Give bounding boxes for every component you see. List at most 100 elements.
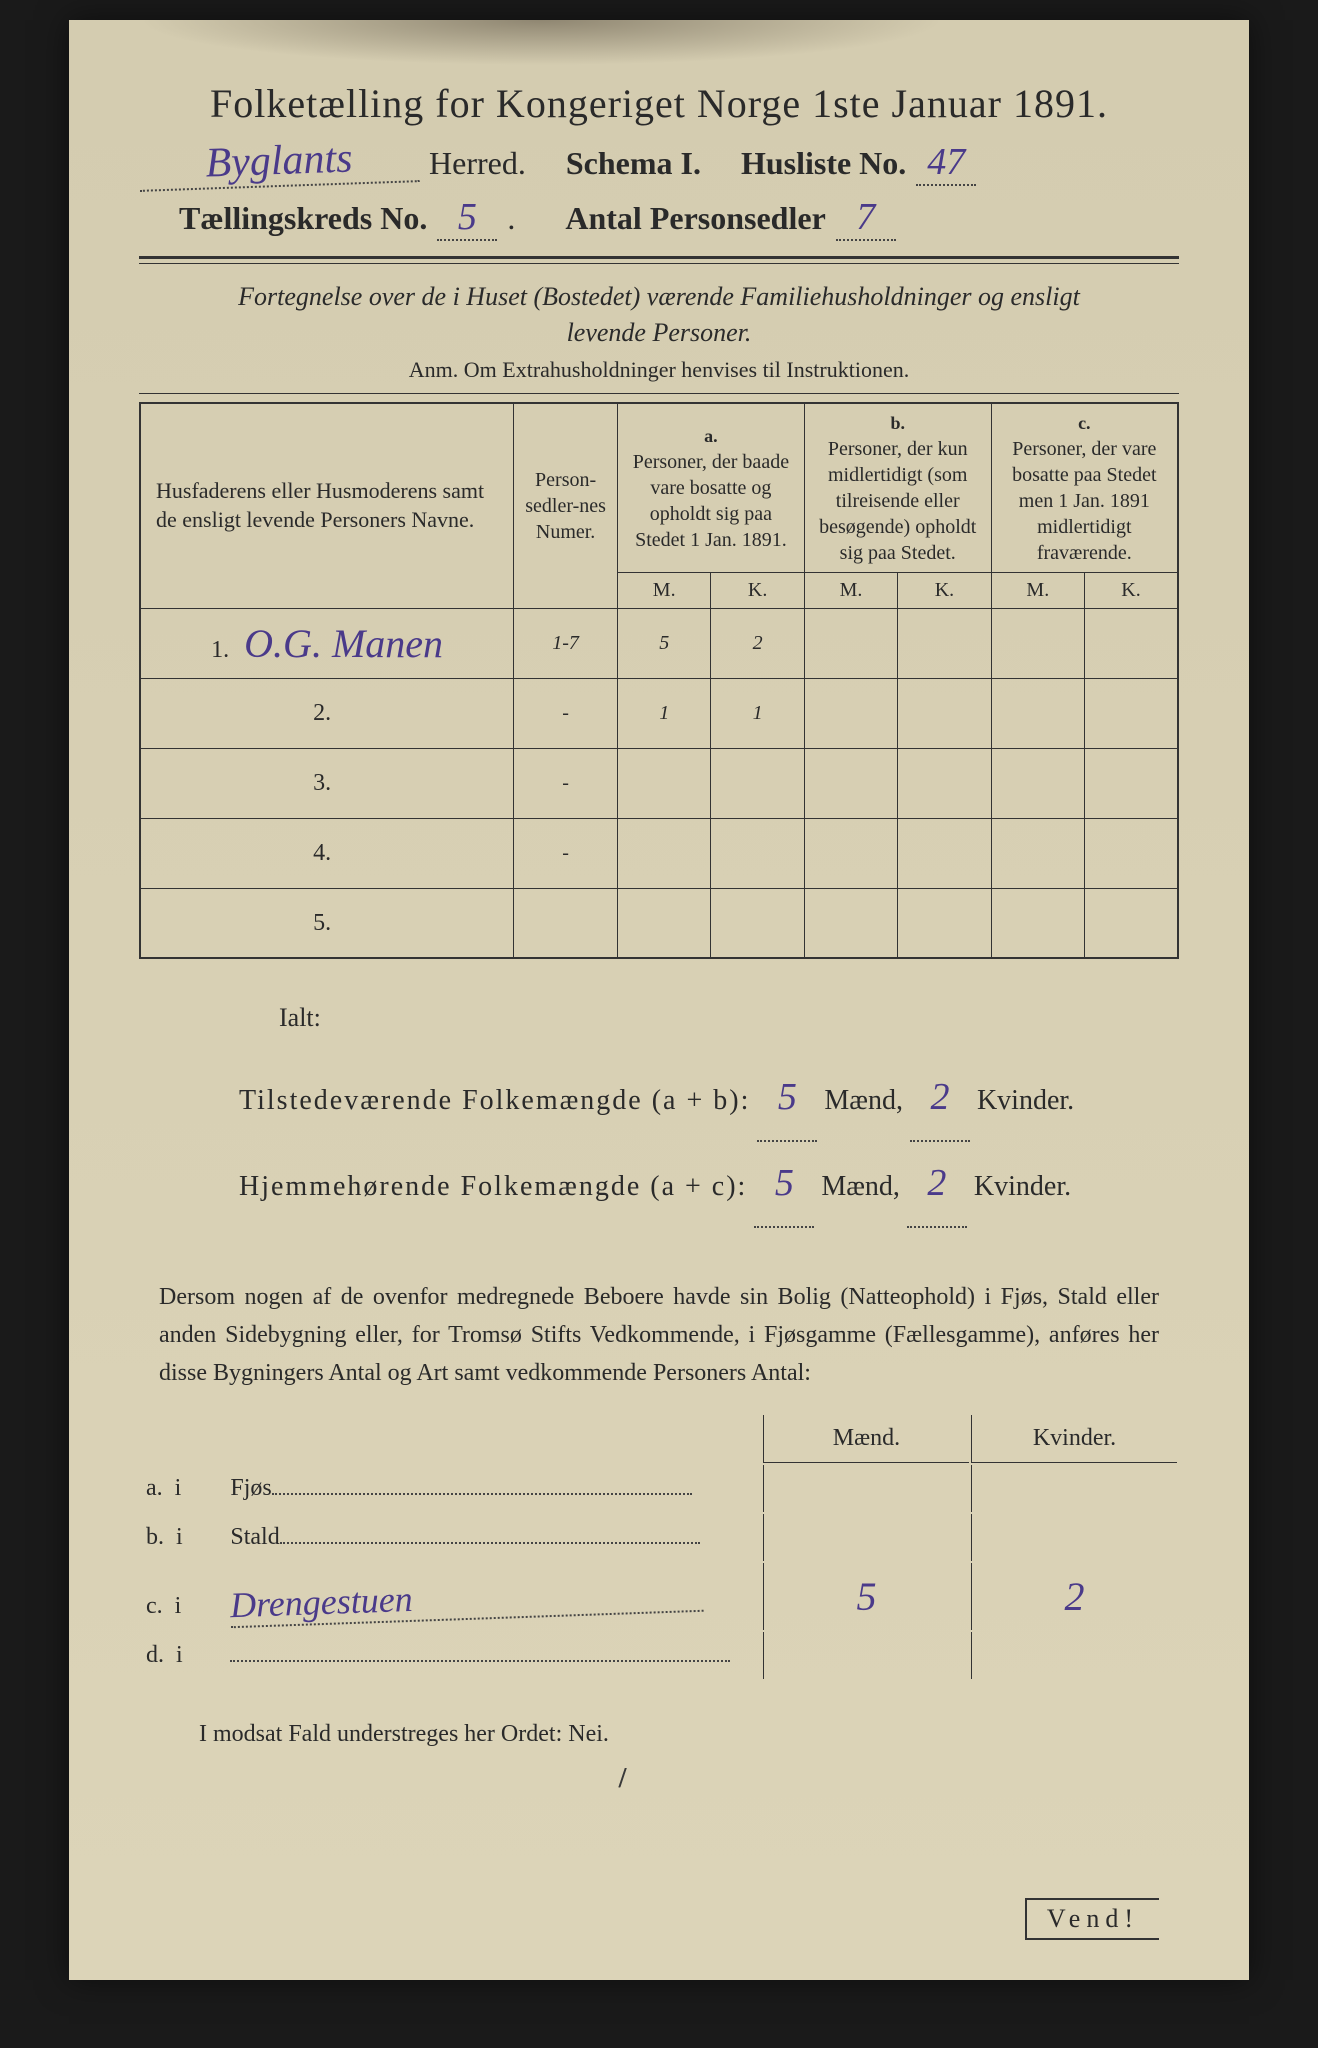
m-val bbox=[763, 1514, 969, 1561]
cell-name: 2. bbox=[140, 678, 514, 748]
divider bbox=[139, 256, 1179, 264]
cell-cm bbox=[991, 748, 1084, 818]
bottom-row: b. i Stald bbox=[141, 1514, 1177, 1561]
schema-label: Schema I. bbox=[566, 145, 701, 182]
label-a: a. bbox=[146, 1475, 163, 1501]
header-c: c. Personer, der vare bosatte paa Stedet… bbox=[991, 403, 1178, 573]
c-letter: c. bbox=[1078, 413, 1091, 433]
row-type bbox=[225, 1632, 761, 1679]
i: i bbox=[175, 1593, 182, 1619]
label-b: b. bbox=[146, 1524, 164, 1550]
hm-a: M. bbox=[618, 572, 711, 608]
totals-block: Ialt: Tilstedeværende Folkemængde (a + b… bbox=[139, 989, 1179, 1227]
cell-ak: 2 bbox=[711, 608, 804, 678]
strike-container: //// bbox=[619, 1743, 1179, 1770]
bottom-kvinder-header: Kvinder. bbox=[971, 1415, 1177, 1463]
subtitle-line1: Fortegnelse over de i Huset (Bostedet) v… bbox=[238, 282, 1080, 311]
page-title: Folketælling for Kongeriget Norge 1ste J… bbox=[139, 80, 1179, 127]
cell-bk bbox=[898, 608, 991, 678]
row-label: a. i bbox=[141, 1465, 223, 1512]
main-table: Husfaderens eller Husmoderens samt de en… bbox=[139, 402, 1179, 960]
cell-num: - bbox=[514, 748, 618, 818]
c-text: Personer, der vare bosatte paa Stedet me… bbox=[1012, 438, 1156, 564]
cell-am bbox=[618, 818, 711, 888]
antal-label: Antal Personsedler bbox=[565, 200, 825, 237]
row-type: Fjøs bbox=[225, 1465, 761, 1512]
type-stald: Stald bbox=[230, 1524, 279, 1550]
cell-num: - bbox=[514, 678, 618, 748]
bottom-header: Mænd. Kvinder. bbox=[141, 1415, 1177, 1463]
table-row: 3. - bbox=[140, 748, 1178, 818]
table-header-row1: Husfaderens eller Husmoderens samt de en… bbox=[140, 403, 1178, 573]
row-type: Stald bbox=[225, 1514, 761, 1561]
bottom-row: d. i bbox=[141, 1632, 1177, 1679]
cell-ck bbox=[1085, 888, 1178, 958]
footer: I modsat Fald understreges her Ordet: Ne… bbox=[139, 1721, 1179, 1770]
hm-b: M. bbox=[804, 572, 897, 608]
m-val: 5 bbox=[763, 1563, 969, 1630]
k-val bbox=[971, 1514, 1177, 1561]
i: i bbox=[176, 1524, 183, 1550]
footer-text: I modsat Fald understreges her Ordet: Ne… bbox=[199, 1721, 609, 1747]
divider-thin bbox=[139, 393, 1179, 394]
cell-bm bbox=[804, 608, 897, 678]
herred-value: Byglants bbox=[138, 132, 420, 192]
bottom-maend-header: Mænd. bbox=[763, 1415, 969, 1463]
cell-ak bbox=[711, 888, 804, 958]
cell-bm bbox=[804, 818, 897, 888]
row-label: b. i bbox=[141, 1514, 223, 1561]
kreds-no: 5 bbox=[437, 195, 497, 241]
antal-no: 7 bbox=[836, 195, 896, 241]
k-val bbox=[971, 1632, 1177, 1679]
table-row: 1. O.G. Manen 1-7 5 2 bbox=[140, 608, 1178, 678]
hjemme-k: 2 bbox=[907, 1142, 967, 1228]
cell-num: - bbox=[514, 818, 618, 888]
cell-name: 3. bbox=[140, 748, 514, 818]
bottom-row: c. i Drengestuen 5 2 bbox=[141, 1563, 1177, 1630]
dots bbox=[272, 1475, 692, 1495]
herred-label: Herred. bbox=[429, 145, 526, 182]
header-name: Husfaderens eller Husmoderens samt de en… bbox=[140, 403, 514, 609]
cell-cm bbox=[991, 608, 1084, 678]
cell-am: 5 bbox=[618, 608, 711, 678]
row-num: 4. bbox=[313, 840, 341, 866]
m-val bbox=[763, 1465, 969, 1512]
cell-ak bbox=[711, 818, 804, 888]
header-num: Person-sedler-nes Numer. bbox=[514, 403, 618, 609]
hk-a: K. bbox=[711, 572, 804, 608]
cell-ck bbox=[1085, 818, 1178, 888]
cell-bk bbox=[898, 888, 991, 958]
cell-ak bbox=[711, 748, 804, 818]
label-d: d. bbox=[146, 1642, 164, 1668]
body-paragraph: Dersom nogen af de ovenfor medregnede Be… bbox=[139, 1278, 1179, 1393]
cell-bk bbox=[898, 748, 991, 818]
bottom-table: Mænd. Kvinder. a. i Fjøs b. i Stald c. i… bbox=[139, 1413, 1179, 1681]
row-num: 3. bbox=[313, 770, 341, 796]
type-fjos: Fjøs bbox=[230, 1475, 271, 1501]
cell-bm bbox=[804, 748, 897, 818]
row-num: 5. bbox=[313, 910, 341, 936]
subtitle-line2: levende Personer. bbox=[567, 318, 752, 347]
header-row-2: Tællingskreds No. 5 . Antal Personsedler… bbox=[139, 195, 1179, 241]
blank bbox=[141, 1415, 223, 1463]
header-b: b. Personer, der kun midlertidigt (som t… bbox=[804, 403, 991, 573]
cell-am: 1 bbox=[618, 678, 711, 748]
census-form-page: Folketælling for Kongeriget Norge 1ste J… bbox=[69, 20, 1249, 1980]
vend-label: Vend! bbox=[1025, 1898, 1159, 1940]
cell-ck bbox=[1085, 748, 1178, 818]
cell-name: 1. O.G. Manen bbox=[140, 608, 514, 678]
cell-num bbox=[514, 888, 618, 958]
hk-c: K. bbox=[1085, 572, 1178, 608]
anm-note: Anm. Om Extrahusholdninger henvises til … bbox=[139, 357, 1179, 383]
kvinder-label: Kvinder. bbox=[977, 1085, 1074, 1116]
header-a: a. Personer, der baade vare bosatte og o… bbox=[618, 403, 805, 573]
hm-c: M. bbox=[991, 572, 1084, 608]
dots bbox=[280, 1524, 700, 1544]
cell-name: 5. bbox=[140, 888, 514, 958]
a-letter: a. bbox=[704, 426, 718, 446]
cell-name: 4. bbox=[140, 818, 514, 888]
cell-bm bbox=[804, 678, 897, 748]
cell-ck bbox=[1085, 608, 1178, 678]
row-label: c. i bbox=[141, 1563, 223, 1630]
totals-line1: Tilstedeværende Folkemængde (a + b): 5 M… bbox=[239, 1056, 1179, 1142]
